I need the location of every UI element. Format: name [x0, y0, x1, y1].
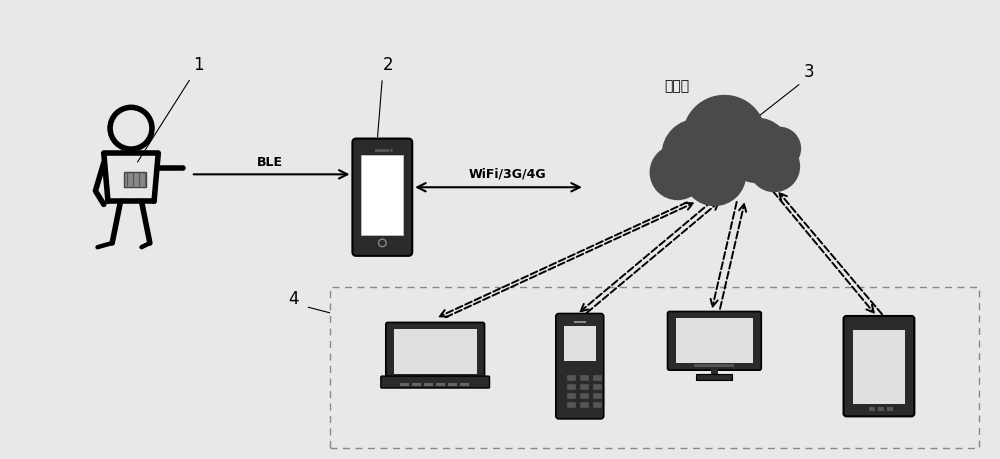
Text: 4: 4 [289, 290, 299, 308]
Circle shape [748, 140, 800, 192]
FancyBboxPatch shape [844, 316, 914, 416]
Bar [567, 393, 576, 399]
Circle shape [682, 143, 746, 206]
FancyBboxPatch shape [352, 139, 412, 256]
Bar [676, 319, 753, 363]
Bar [460, 383, 469, 384]
Bar [361, 156, 403, 235]
Bar [853, 330, 905, 404]
Bar [567, 384, 576, 390]
Bar [580, 375, 589, 381]
Bar [878, 407, 884, 411]
Text: 2: 2 [382, 56, 393, 74]
Bar [436, 384, 445, 385]
Text: 3: 3 [804, 63, 815, 81]
Bar [448, 383, 457, 384]
FancyBboxPatch shape [556, 313, 604, 419]
Bar [696, 374, 732, 380]
Bar [460, 384, 469, 385]
Bar [869, 407, 875, 411]
Text: BLE: BLE [257, 157, 283, 169]
Bar [567, 402, 576, 408]
Text: 1: 1 [193, 56, 203, 74]
Bar [580, 402, 589, 408]
FancyBboxPatch shape [381, 376, 490, 388]
Bar [593, 384, 602, 390]
Text: 云平台: 云平台 [665, 79, 690, 93]
Circle shape [682, 95, 766, 178]
Bar [564, 326, 596, 361]
Bar [436, 383, 445, 384]
Bar [424, 384, 433, 385]
Bar [124, 172, 146, 187]
Circle shape [757, 127, 801, 170]
Bar [593, 393, 602, 399]
Bar [424, 383, 433, 384]
Circle shape [662, 119, 733, 190]
Bar [567, 375, 576, 381]
Bar [593, 402, 602, 408]
Bar [887, 407, 893, 411]
Circle shape [379, 239, 386, 246]
Bar [412, 384, 421, 385]
Bar [375, 150, 389, 152]
Circle shape [390, 149, 393, 152]
Bar [400, 383, 409, 384]
Circle shape [650, 145, 705, 200]
Bar [448, 384, 457, 385]
Bar [394, 330, 477, 374]
Bar [400, 384, 409, 385]
Circle shape [724, 118, 790, 183]
FancyBboxPatch shape [386, 322, 485, 381]
Bar [574, 321, 586, 324]
Bar [580, 393, 589, 399]
Bar [580, 384, 589, 390]
Text: WiFi/3G/4G: WiFi/3G/4G [469, 168, 546, 180]
Bar [330, 287, 979, 448]
FancyBboxPatch shape [668, 312, 761, 370]
Bar [412, 383, 421, 384]
Bar [694, 364, 734, 367]
Bar [593, 375, 602, 381]
